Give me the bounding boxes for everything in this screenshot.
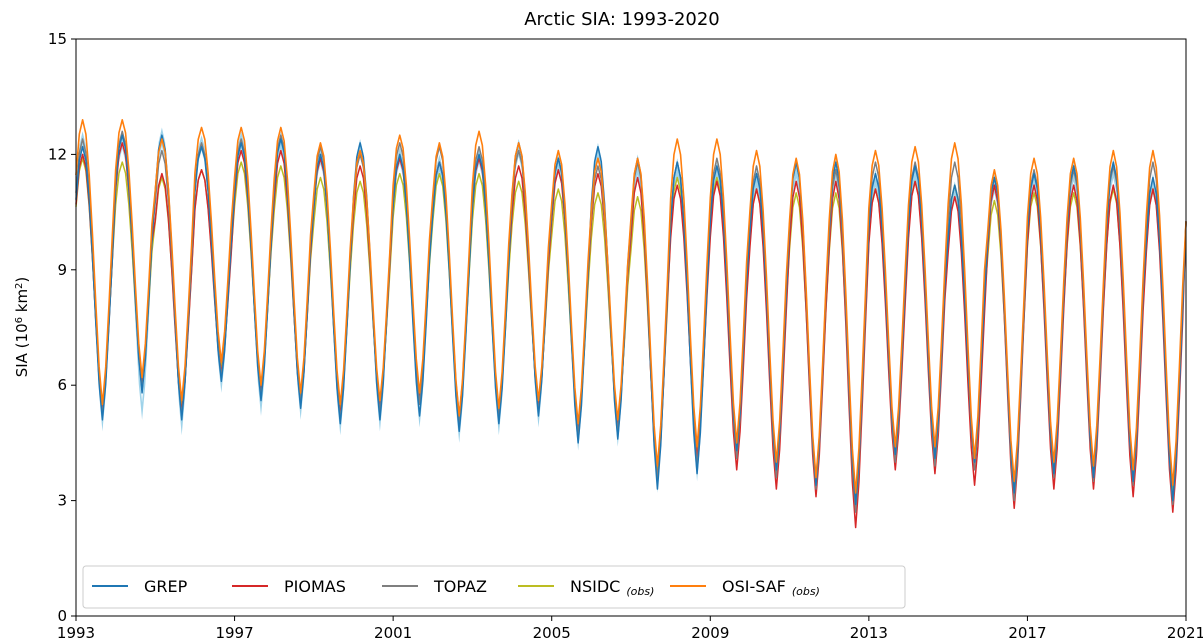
x-tick-label: 1997 (215, 624, 253, 642)
chart-title: Arctic SIA: 1993-2020 (524, 9, 720, 30)
axes (75, 38, 1187, 617)
legend-label-grep: GREP (144, 577, 188, 596)
y-tick-label: 3 (57, 492, 67, 510)
legend-label-osi-saf: OSI-SAF (obs) (722, 577, 820, 598)
x-tick-label: 2013 (850, 624, 888, 642)
y-tick-label: 9 (57, 261, 67, 279)
legend-label-nsidc: NSIDC (obs) (570, 577, 654, 598)
series-line-piomas (75, 142, 1187, 529)
x-tick-label: 2017 (1008, 624, 1046, 642)
y-tick-label: 15 (48, 30, 67, 48)
y-tick-label: 0 (57, 607, 67, 625)
x-tick-label: 2021 (1167, 624, 1203, 642)
legend-label-topaz: TOPAZ (433, 577, 487, 596)
y-axis-ticks: 0 3 6 9 12 15 (48, 30, 76, 625)
grep-uncertainty-band (76, 127, 1186, 509)
x-axis-ticks: 1993 1997 2001 2005 2009 2013 2017 2021 (57, 616, 1203, 642)
y-tick-label: 6 (57, 376, 67, 394)
x-tick-label: 2005 (533, 624, 571, 642)
legend-label-piomas: PIOMAS (284, 577, 346, 596)
plot-area (75, 118, 1187, 529)
series-line-topaz (75, 130, 1187, 513)
series-line-grep (75, 134, 1187, 506)
x-tick-label: 2009 (691, 624, 729, 642)
legend: GREP PIOMAS TOPAZ NSIDC (obs) OSI-SAF (obs) (82, 565, 906, 609)
y-tick-label: 12 (48, 145, 67, 163)
axes-frame (75, 38, 1187, 617)
legend-box (82, 565, 906, 609)
x-tick-label: 2001 (374, 624, 412, 642)
y-axis-label: SIA (106 km2) (13, 277, 31, 378)
x-tick-label: 1993 (57, 624, 95, 642)
series-line-osi-saf (75, 118, 1187, 494)
